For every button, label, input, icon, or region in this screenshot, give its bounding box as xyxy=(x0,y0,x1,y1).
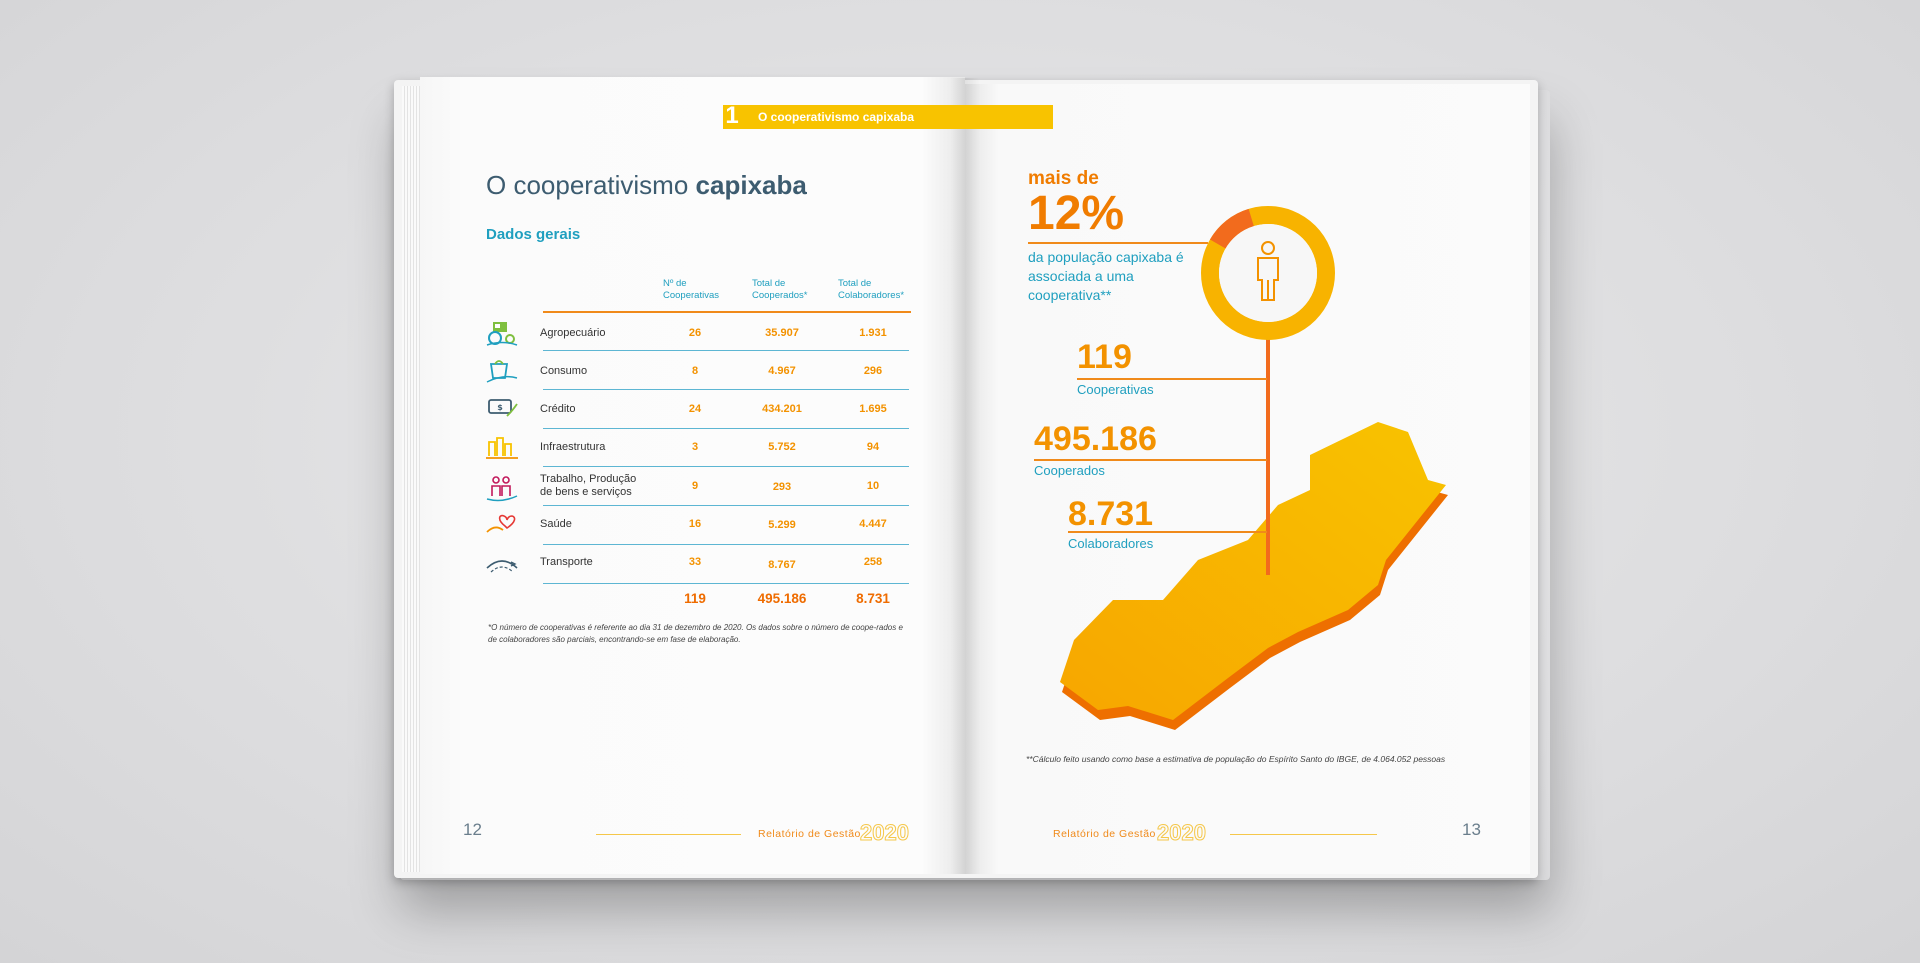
table-row-label: Consumo xyxy=(540,365,588,377)
pin-line xyxy=(1266,330,1270,575)
table-row-label: Crédito xyxy=(540,403,576,415)
header-divider xyxy=(543,311,911,313)
cell-cooperativas: 3 xyxy=(691,441,699,453)
cell-cooperativas: 9 xyxy=(691,480,699,492)
cell-cooperativas: 8 xyxy=(691,365,699,377)
cell-colaboradores: 4.447 xyxy=(859,518,887,530)
total-cooperados: 495.186 xyxy=(757,591,807,606)
stat-colaboradores-line xyxy=(1068,531,1267,533)
total-colaboradores: 8.731 xyxy=(856,591,890,606)
left-page xyxy=(420,77,965,874)
title-regular: O cooperativismo xyxy=(486,170,689,200)
cell-cooperados: 5.752 xyxy=(768,441,796,453)
chapter-number: 1 xyxy=(725,102,739,129)
page-number-right: 13 xyxy=(1462,820,1481,839)
population-footnote: **Cálculo feito usando como base a estim… xyxy=(1026,754,1446,764)
chapter-label: O cooperativismo capixaba xyxy=(758,110,915,124)
mais-de-label: mais de xyxy=(1028,168,1099,189)
footer-label-right: Relatório de Gestão xyxy=(1053,828,1156,840)
buildings-icon xyxy=(485,434,519,462)
table-row-label: Saúde xyxy=(540,518,572,530)
header-colaboradores: Total de Colaboradores* xyxy=(838,278,905,301)
tractor-icon xyxy=(485,318,519,346)
heart-hand-icon xyxy=(485,512,519,540)
cell-cooperativas: 26 xyxy=(688,327,702,339)
workers-icon xyxy=(485,472,519,502)
table-row-label: Transporte xyxy=(540,556,593,568)
header-cooperativas: Nº de Cooperativas xyxy=(663,278,719,301)
percent-line xyxy=(1028,242,1208,244)
row-divider xyxy=(543,583,909,584)
footer-year-left: 2020 xyxy=(860,820,910,846)
chapter-tab xyxy=(723,105,1053,129)
table-row-label: Infraestrutura xyxy=(540,441,606,453)
cell-cooperativas: 16 xyxy=(688,518,702,530)
percent-donut xyxy=(1201,206,1335,340)
cell-colaboradores: 258 xyxy=(863,556,883,568)
cell-cooperados: 434.201 xyxy=(762,403,802,415)
road-icon xyxy=(485,550,519,578)
cell-cooperados: 35.907 xyxy=(765,327,799,339)
footer-line-left xyxy=(596,834,741,835)
row-divider xyxy=(543,544,909,545)
percent-description: da população capixaba é associada a uma … xyxy=(1028,249,1184,303)
cell-colaboradores: 1.695 xyxy=(859,403,887,415)
header-cooperados: Total de Cooperados* xyxy=(752,278,808,301)
stat-cooperativas-label: Cooperativas xyxy=(1077,382,1154,397)
stat-cooperados-value: 495.186 xyxy=(1034,420,1157,458)
book-gutter xyxy=(950,78,980,874)
row-divider xyxy=(543,505,909,506)
row-divider xyxy=(543,428,909,429)
row-divider xyxy=(543,466,909,467)
stat-cooperados-line xyxy=(1034,459,1267,461)
espirito-santo-map xyxy=(1060,422,1448,730)
cell-cooperativas: 33 xyxy=(688,556,702,568)
cell-colaboradores: 94 xyxy=(866,441,880,453)
svg-text:$: $ xyxy=(497,403,503,412)
page-edges xyxy=(402,86,420,872)
cell-cooperados: 5.299 xyxy=(768,519,796,531)
cell-cooperativas: 24 xyxy=(688,403,702,415)
total-cooperativas: 119 xyxy=(684,591,706,606)
footer-line-right xyxy=(1230,834,1377,835)
row-divider xyxy=(543,389,909,390)
percent-value: 12% xyxy=(1028,187,1125,240)
stat-cooperativas-line xyxy=(1077,378,1267,380)
person-icon xyxy=(1257,241,1279,301)
footer-year-right: 2020 xyxy=(1157,820,1207,846)
title-bold: capixaba xyxy=(695,170,807,200)
cell-cooperados: 293 xyxy=(772,481,792,493)
table-row-label: Trabalho, Produção de bens e serviços xyxy=(540,473,637,498)
money-bill-icon: $ xyxy=(485,396,519,424)
row-divider xyxy=(543,350,909,351)
stat-colaboradores-label: Colaboradores xyxy=(1068,536,1154,551)
table-footnote: *O número de cooperativas é referente ao… xyxy=(488,623,903,644)
cell-colaboradores: 296 xyxy=(863,365,883,377)
footer-label-left: Relatório de Gestão xyxy=(758,828,861,840)
page-number-left: 12 xyxy=(463,820,482,839)
section-subtitle: Dados gerais xyxy=(486,226,581,243)
stat-cooperativas-value: 119 xyxy=(1077,338,1132,376)
stat-cooperados-label: Cooperados xyxy=(1034,463,1105,478)
cell-colaboradores: 10 xyxy=(866,480,880,492)
stat-colaboradores-value: 8.731 xyxy=(1068,495,1154,533)
cell-cooperados: 4.967 xyxy=(768,365,796,377)
cell-colaboradores: 1.931 xyxy=(859,327,887,339)
table-row-label: Agropecuário xyxy=(540,327,606,339)
shopping-bag-icon xyxy=(485,358,519,386)
page-title: O cooperativismo capixaba xyxy=(486,170,807,201)
cell-cooperados: 8.767 xyxy=(768,559,796,571)
